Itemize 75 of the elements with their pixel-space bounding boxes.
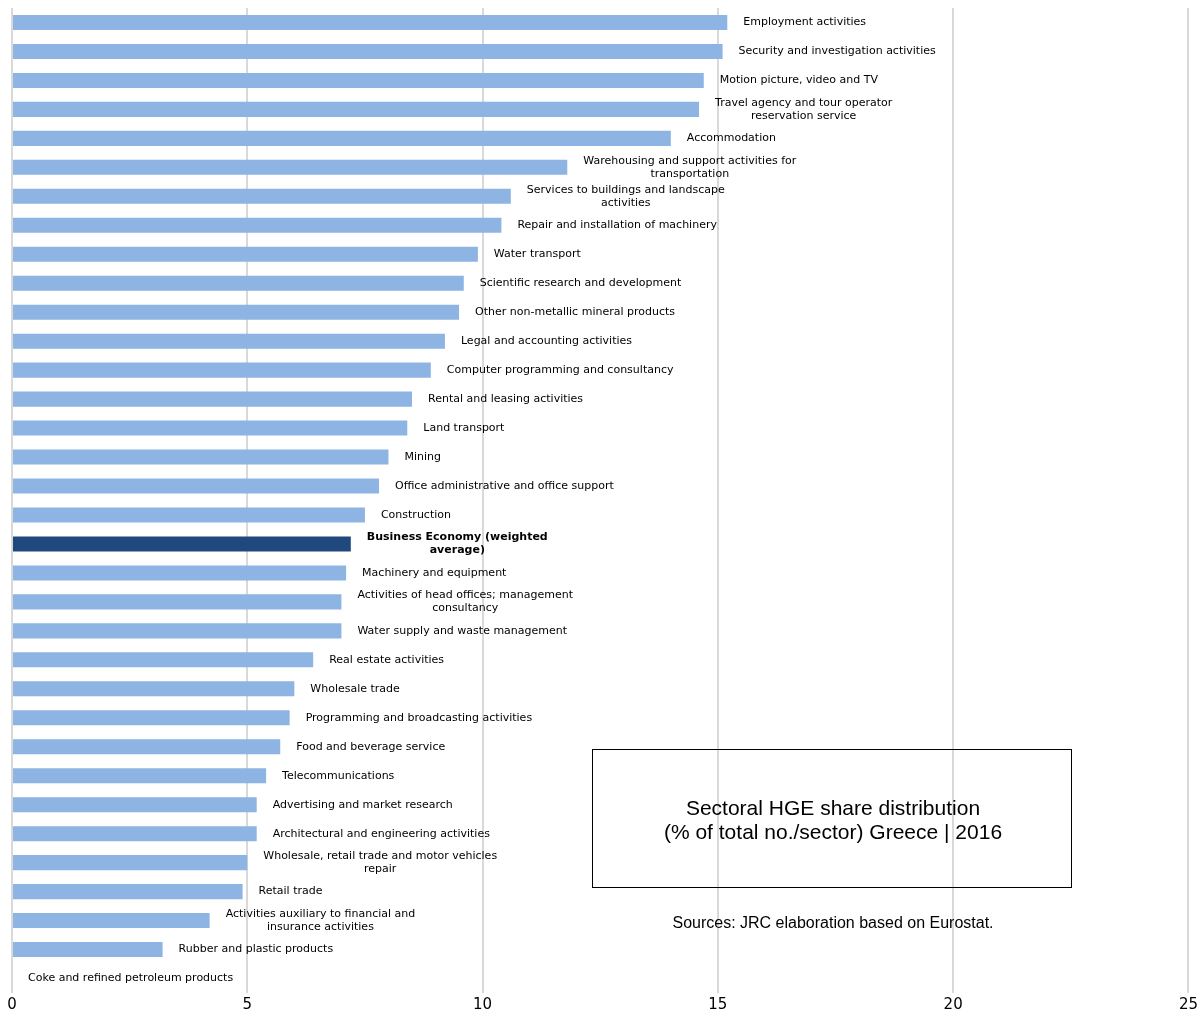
bar [13, 159, 568, 175]
bar [13, 768, 267, 784]
y-tick-label: Accommodation [686, 131, 776, 145]
x-tick-label: 5 [242, 994, 253, 1013]
y-tick-label: Advertising and market research [272, 797, 453, 811]
bar [13, 797, 257, 813]
bar [13, 913, 210, 929]
x-tick-label: 0 [7, 994, 17, 1013]
y-tick-label: Activities of head offices; management consultancy [357, 588, 574, 615]
bar [13, 449, 389, 465]
y-tick-label: Office administrative and office support [395, 478, 615, 492]
bar [13, 72, 704, 88]
bar [13, 188, 511, 204]
y-tick-label: Rental and leasing activities [427, 391, 584, 405]
bar [13, 536, 351, 552]
y-tick-label: Repair and installation of machinery [517, 218, 718, 232]
bar [13, 594, 342, 610]
y-tick-label: Warehousing and support activities for transportation [583, 153, 797, 180]
y-tick-label: Motion picture, video and TV [719, 73, 879, 87]
y-tick-label: Wholesale, retail trade and motor vehicles repair [263, 848, 498, 875]
bar [13, 391, 412, 407]
bar [13, 565, 347, 581]
bar [13, 304, 460, 320]
x-tick-label: 25 [1178, 994, 1198, 1013]
bar [13, 739, 281, 755]
bar [13, 942, 163, 958]
bar [13, 681, 295, 697]
text: Sectoral HGE share distribution (% of total no./sector) Greece | 2016 [663, 795, 1003, 844]
bar [13, 623, 342, 639]
bar [13, 420, 408, 436]
bar [13, 43, 723, 59]
bar [13, 652, 314, 668]
y-tick-label: Telecommunications [281, 768, 395, 782]
y-tick-label: Construction [380, 507, 451, 521]
y-tick-label: Architectural and engineering activities [272, 826, 491, 840]
bar [13, 101, 700, 117]
y-tick-label: Activities auxiliary to financial and insurance activities [225, 906, 416, 933]
y-tick-label: Water supply and waste management [357, 623, 568, 637]
bar [13, 246, 478, 262]
bar [13, 826, 257, 842]
y-tick-label: Services to buildings and landscape activities [526, 182, 725, 209]
bar [13, 333, 445, 349]
annotation: Sources: JRC elaboration based on Eurostat. [671, 914, 995, 932]
y-tick-label: Real estate activities [329, 652, 445, 666]
y-tick-label: Wholesale trade [310, 681, 401, 695]
y-tick-label: Computer programming and consultancy [446, 362, 674, 376]
bar [13, 130, 671, 146]
x-tick-label: 20 [943, 994, 963, 1013]
y-tick-label: Other non-metallic mineral products [475, 305, 676, 319]
bar [13, 478, 380, 494]
bar [13, 884, 243, 900]
y-tick-label: Retail trade [258, 884, 323, 898]
bar [13, 217, 502, 233]
y-tick-label: Mining [404, 449, 441, 463]
y-tick-label: Scientific research and development [479, 276, 682, 290]
y-tick-label: Travel agency and tour operator reservation service [714, 95, 893, 122]
bar [13, 855, 248, 871]
y-tick-label: Employment activities [743, 15, 867, 29]
x-tick-label: 10 [473, 994, 493, 1013]
y-tick-label: Programming and broadcasting activities [305, 710, 533, 724]
y-tick-label: Coke and refined petroleum products [27, 971, 234, 985]
bar [13, 14, 728, 31]
y-tick-label: Water transport [493, 247, 582, 261]
bar [13, 362, 431, 378]
y-tick-label: Rubber and plastic products [178, 942, 334, 956]
y-tick-label: Machinery and equipment [362, 565, 508, 579]
y-tick-label: Legal and accounting activities [460, 334, 633, 348]
x-tick-label: 15 [708, 994, 728, 1013]
bar [13, 710, 290, 726]
bar [13, 507, 365, 523]
y-tick-label: Food and beverage service [296, 739, 446, 753]
y-tick-label: Business Economy (weighted average) [366, 530, 548, 557]
bar [13, 275, 464, 291]
y-tick-label: Land transport [423, 420, 506, 434]
y-tick-label: Security and investigation activities [738, 44, 936, 58]
